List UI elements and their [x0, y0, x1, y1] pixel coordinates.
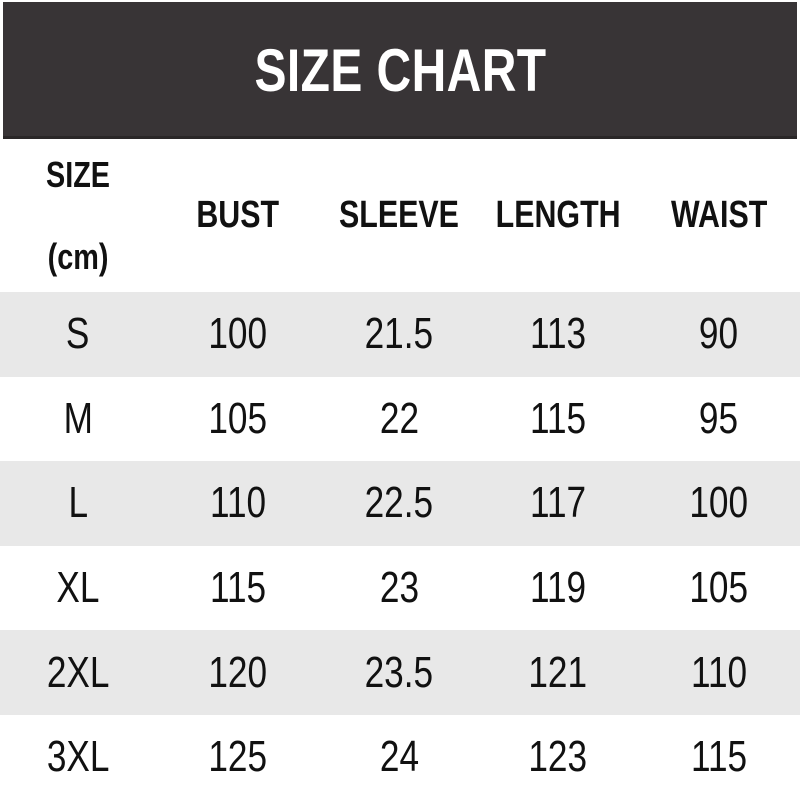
- size-value: 2XL: [46, 647, 110, 697]
- length-cell: 123: [478, 715, 637, 800]
- length-value: 115: [529, 393, 587, 443]
- length-cell: 119: [478, 546, 637, 631]
- waist-cell: 110: [638, 630, 800, 715]
- waist-header-label: WAIST: [670, 194, 767, 236]
- header-cell-sleeve: SLEEVE: [320, 139, 478, 292]
- sleeve-value: 23.5: [364, 647, 434, 697]
- bust-cell: 115: [156, 546, 320, 631]
- sleeve-value: 23: [379, 563, 419, 613]
- waist-value: 105: [689, 563, 749, 613]
- sleeve-cell: 23.5: [320, 630, 478, 715]
- page-title: SIZE CHART: [254, 37, 546, 104]
- waist-cell: 90: [638, 292, 800, 377]
- waist-value: 115: [690, 732, 747, 782]
- bust-value: 120: [208, 647, 268, 697]
- sleeve-cell: 21.5: [320, 292, 478, 377]
- size-value: M: [63, 393, 93, 443]
- length-value: 123: [528, 732, 588, 782]
- bust-cell: 105: [156, 377, 320, 462]
- unit-header-label: (cm): [47, 235, 109, 277]
- length-header-label: LENGTH: [495, 194, 621, 236]
- header-cell-length: LENGTH: [478, 139, 637, 292]
- banner: SIZE CHART: [3, 2, 797, 139]
- length-value: 113: [529, 309, 587, 359]
- waist-cell: 115: [638, 715, 800, 800]
- bust-cell: 125: [156, 715, 320, 800]
- size-value: S: [66, 309, 90, 359]
- size-cell: 3XL: [0, 715, 156, 800]
- length-cell: 113: [478, 292, 637, 377]
- size-value: 3XL: [46, 732, 110, 782]
- length-cell: 121: [478, 630, 637, 715]
- table-row-3xl: 3XL 125 24 123 115: [0, 715, 800, 800]
- sleeve-cell: 22.5: [320, 461, 478, 546]
- length-value: 117: [529, 478, 587, 528]
- bust-value: 115: [209, 563, 267, 613]
- waist-cell: 100: [638, 461, 800, 546]
- length-value: 121: [528, 647, 588, 697]
- sleeve-value: 24: [379, 732, 419, 782]
- sleeve-cell: 22: [320, 377, 478, 462]
- bust-value: 100: [208, 309, 268, 359]
- bust-header-label: BUST: [196, 194, 280, 236]
- header-cell-size: SIZE (cm): [0, 139, 156, 292]
- sleeve-header-label: SLEEVE: [339, 194, 460, 236]
- table-row-2xl: 2XL 120 23.5 121 110: [0, 630, 800, 715]
- size-cell: M: [0, 377, 156, 462]
- table-row-m: M 105 22 115 95: [0, 377, 800, 462]
- size-header-label: SIZE: [45, 153, 110, 195]
- sleeve-value: 22: [379, 393, 419, 443]
- size-cell: 2XL: [0, 630, 156, 715]
- size-value: XL: [56, 563, 100, 613]
- sleeve-cell: 23: [320, 546, 478, 631]
- size-value: L: [68, 478, 88, 528]
- bust-value: 105: [208, 393, 268, 443]
- bust-cell: 100: [156, 292, 320, 377]
- sleeve-value: 22.5: [364, 478, 434, 528]
- bust-cell: 120: [156, 630, 320, 715]
- bust-cell: 110: [156, 461, 320, 546]
- length-value: 119: [529, 563, 587, 613]
- table-header-row: SIZE (cm) BUST SLEEVE LENGTH WAIST: [0, 139, 800, 292]
- bust-value: 125: [208, 732, 268, 782]
- waist-value: 100: [689, 478, 749, 528]
- waist-value: 95: [699, 393, 739, 443]
- size-cell: XL: [0, 546, 156, 631]
- waist-value: 110: [690, 647, 747, 697]
- table-body: S 100 21.5 113 90 M 105 22 115 95 L 110 …: [0, 292, 800, 800]
- length-cell: 115: [478, 377, 637, 462]
- header-cell-bust: BUST: [156, 139, 320, 292]
- sleeve-cell: 24: [320, 715, 478, 800]
- waist-value: 90: [699, 309, 739, 359]
- header-cell-waist: WAIST: [638, 139, 800, 292]
- sleeve-value: 21.5: [364, 309, 434, 359]
- table-row-s: S 100 21.5 113 90: [0, 292, 800, 377]
- length-cell: 117: [478, 461, 637, 546]
- table-row-xl: XL 115 23 119 105: [0, 546, 800, 631]
- size-cell: S: [0, 292, 156, 377]
- bust-value: 110: [209, 478, 267, 528]
- size-cell: L: [0, 461, 156, 546]
- waist-cell: 95: [638, 377, 800, 462]
- waist-cell: 105: [638, 546, 800, 631]
- table-row-l: L 110 22.5 117 100: [0, 461, 800, 546]
- size-table: SIZE (cm) BUST SLEEVE LENGTH WAIST S 100…: [0, 139, 800, 800]
